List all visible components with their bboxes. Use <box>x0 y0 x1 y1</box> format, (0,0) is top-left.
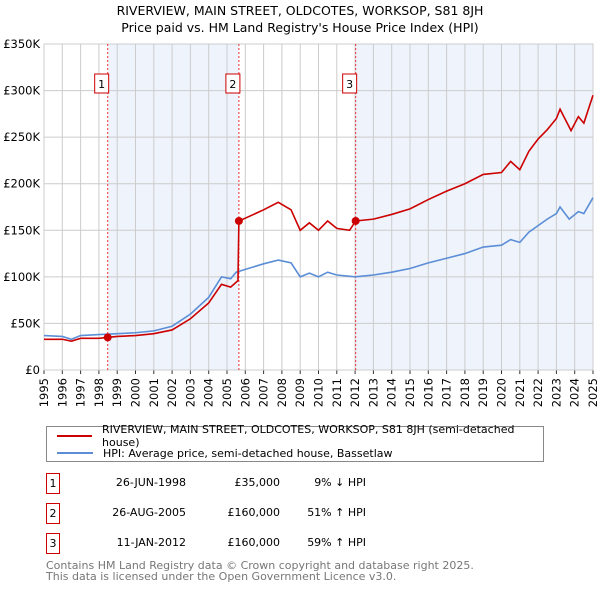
x-tick-label: 2018 <box>458 378 472 407</box>
y-tick-label: £50K <box>11 316 41 330</box>
x-tick-label: 2004 <box>202 378 216 407</box>
x-tick-label: 2022 <box>531 378 545 407</box>
sale-hpi-diff: 59% ↑ HPI <box>307 536 366 549</box>
x-tick-label: 2014 <box>385 378 399 407</box>
y-tick-label: £100K <box>3 270 40 284</box>
y-tick-label: £150K <box>3 223 40 237</box>
x-tick-label: 2001 <box>147 378 161 407</box>
sale-label-box <box>342 73 358 94</box>
legend-swatch <box>57 435 93 437</box>
x-tick-label: 2003 <box>183 378 197 407</box>
sale-date: 11-JAN-2012 <box>116 536 186 549</box>
x-tick-label: 1999 <box>110 378 124 407</box>
x-tick-label: 2016 <box>421 378 435 407</box>
chart-subtitle: Price paid vs. HM Land Registry's House … <box>121 20 479 35</box>
legend-swatch <box>57 452 93 454</box>
x-tick-label: 2012 <box>348 378 362 407</box>
sale-row: 2 26-AUG-2005 £160,000 51% ↑ HPI <box>46 503 546 524</box>
legend-label: HPI: Average price, semi-detached house,… <box>103 446 393 460</box>
sale-price: £35,000 <box>234 476 281 489</box>
plot-area: 1995 1996 1997 1998 1999 2000 2001 2002 2003 2004… <box>3 37 600 407</box>
sale-date: 26-AUG-2005 <box>112 506 186 519</box>
x-tick-label: 1996 <box>55 378 69 407</box>
legend-item-property: RIVERVIEW, MAIN STREET, OLDCOTES, WORKSO… <box>57 423 543 449</box>
shaded-period <box>355 44 593 370</box>
shaded-period <box>107 44 239 370</box>
series-line-property <box>44 94 594 342</box>
x-tick-label: 2020 <box>495 378 509 407</box>
sale-row: 3 11-JAN-2012 £160,000 59% ↑ HPI <box>46 533 546 554</box>
legend-label: RIVERVIEW, MAIN STREET, OLDCOTES, WORKSO… <box>102 423 515 449</box>
x-tick-label: 2019 <box>476 378 490 407</box>
sale-label-box <box>225 73 241 94</box>
footer-line: Contains HM Land Registry data © Crown c… <box>46 559 474 572</box>
footer: Contains HM Land Registry data © Crown c… <box>46 560 474 582</box>
x-tick-label: 2008 <box>275 378 289 407</box>
x-tick-label: 2010 <box>312 378 326 407</box>
x-tick-label: 2005 <box>220 378 234 407</box>
sale-label-box <box>94 73 110 94</box>
x-tick-label: 2013 <box>366 378 380 407</box>
x-tick-label: 2023 <box>549 378 563 407</box>
sale-point <box>103 333 112 342</box>
x-tick-label: 2011 <box>330 378 344 407</box>
x-tick-label: 2015 <box>403 378 417 407</box>
footer-line: This data is licensed under the Open Gov… <box>46 570 397 583</box>
y-tick-label: £0 <box>25 363 40 377</box>
sale-number: 2 <box>46 503 60 524</box>
y-tick-label: £300K <box>3 84 40 98</box>
x-tick-label: 1997 <box>74 378 88 407</box>
plot-frame <box>43 43 594 371</box>
sale-hpi-diff: 51% ↑ HPI <box>307 506 366 519</box>
sale-label: 1 <box>98 78 105 91</box>
sale-point <box>234 216 243 225</box>
sale-label: 2 <box>229 78 236 91</box>
x-tick-label: 2007 <box>257 378 271 407</box>
x-tick-label: 2000 <box>129 378 143 407</box>
sale-number: 1 <box>46 473 60 494</box>
sale-number: 3 <box>46 533 60 554</box>
x-tick-label: 1995 <box>37 378 51 407</box>
x-tick-label: 2024 <box>568 378 582 407</box>
sale-hpi-diff: 9% ↓ HPI <box>314 476 366 489</box>
series-line-hpi <box>43 197 594 341</box>
y-tick-label: £250K <box>3 130 40 144</box>
y-tick-label: £350K <box>3 37 40 51</box>
sale-date: 26-JUN-1998 <box>115 476 186 489</box>
legend-item-hpi: HPI: Average price, semi-detached house,… <box>57 445 393 461</box>
x-tick-label: 2021 <box>513 378 527 407</box>
sale-label: 3 <box>346 78 353 91</box>
x-tick-label: 2009 <box>293 378 307 407</box>
x-tick-label: 2006 <box>238 378 252 407</box>
x-tick-label: 2017 <box>440 378 454 407</box>
sale-point <box>351 216 360 225</box>
x-tick-label: 1998 <box>92 378 106 407</box>
x-tick-label: 2002 <box>165 378 179 407</box>
x-tick-label: 2025 <box>586 378 600 407</box>
sale-price: £160,000 <box>227 536 281 549</box>
sale-price: £160,000 <box>227 506 281 519</box>
legend: RIVERVIEW, MAIN STREET, OLDCOTES, WORKSO… <box>46 423 544 462</box>
chart-title: RIVERVIEW, MAIN STREET, OLDCOTES, WORKSO… <box>116 3 484 18</box>
sale-row: 1 26-JUN-1998 £35,000 9% ↓ HPI <box>46 473 546 494</box>
y-tick-label: £200K <box>3 177 40 191</box>
